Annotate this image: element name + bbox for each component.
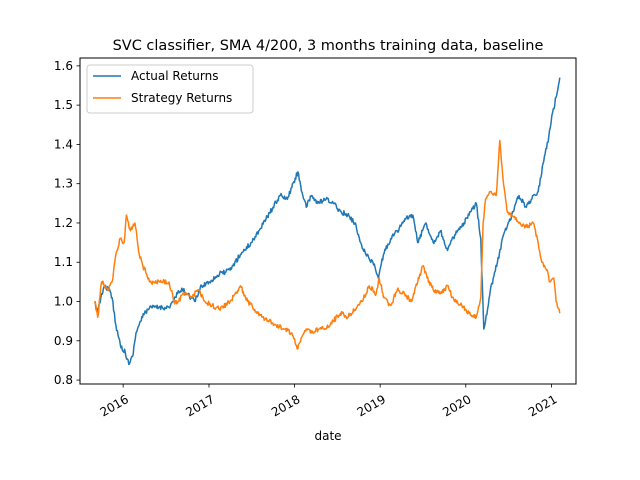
axes-frame (79, 57, 577, 385)
legend: Actual Returns Strategy Returns (86, 64, 254, 114)
series-line-actual-returns (94, 77, 561, 366)
y-tick-label: 0.8 (54, 373, 73, 387)
x-axis-label: date (314, 429, 341, 443)
x-tick-label: 2016 (98, 392, 131, 419)
legend-label: Strategy Returns (131, 91, 232, 105)
series-line-strategy-returns (93, 139, 561, 350)
y-axis: 0.8 0.9 1.0 1.1 1.2 1.3 1.4 1.5 1.6 (54, 59, 80, 387)
legend-label: Actual Returns (131, 69, 218, 83)
y-tick-label: 1.0 (54, 295, 73, 309)
y-tick-label: 1.5 (54, 98, 73, 112)
x-tick-label: 2021 (526, 392, 559, 419)
x-tick-label: 2018 (269, 392, 302, 419)
chart-title: SVC classifier, SMA 4/200, 3 months trai… (113, 38, 544, 54)
x-tick-label: 2019 (355, 392, 388, 419)
x-tick-label: 2020 (440, 392, 473, 419)
legend-box (86, 64, 254, 114)
x-tick-label: 2017 (183, 392, 216, 419)
y-tick-label: 1.2 (54, 216, 73, 230)
y-tick-label: 1.6 (54, 59, 73, 73)
x-axis: 2016 2017 2018 2019 2020 2021 (98, 384, 560, 419)
series-lines (93, 77, 561, 366)
y-tick-label: 1.1 (54, 255, 73, 269)
y-tick-label: 1.4 (54, 137, 73, 151)
y-tick-label: 1.3 (54, 177, 73, 191)
y-tick-label: 0.9 (54, 334, 73, 348)
